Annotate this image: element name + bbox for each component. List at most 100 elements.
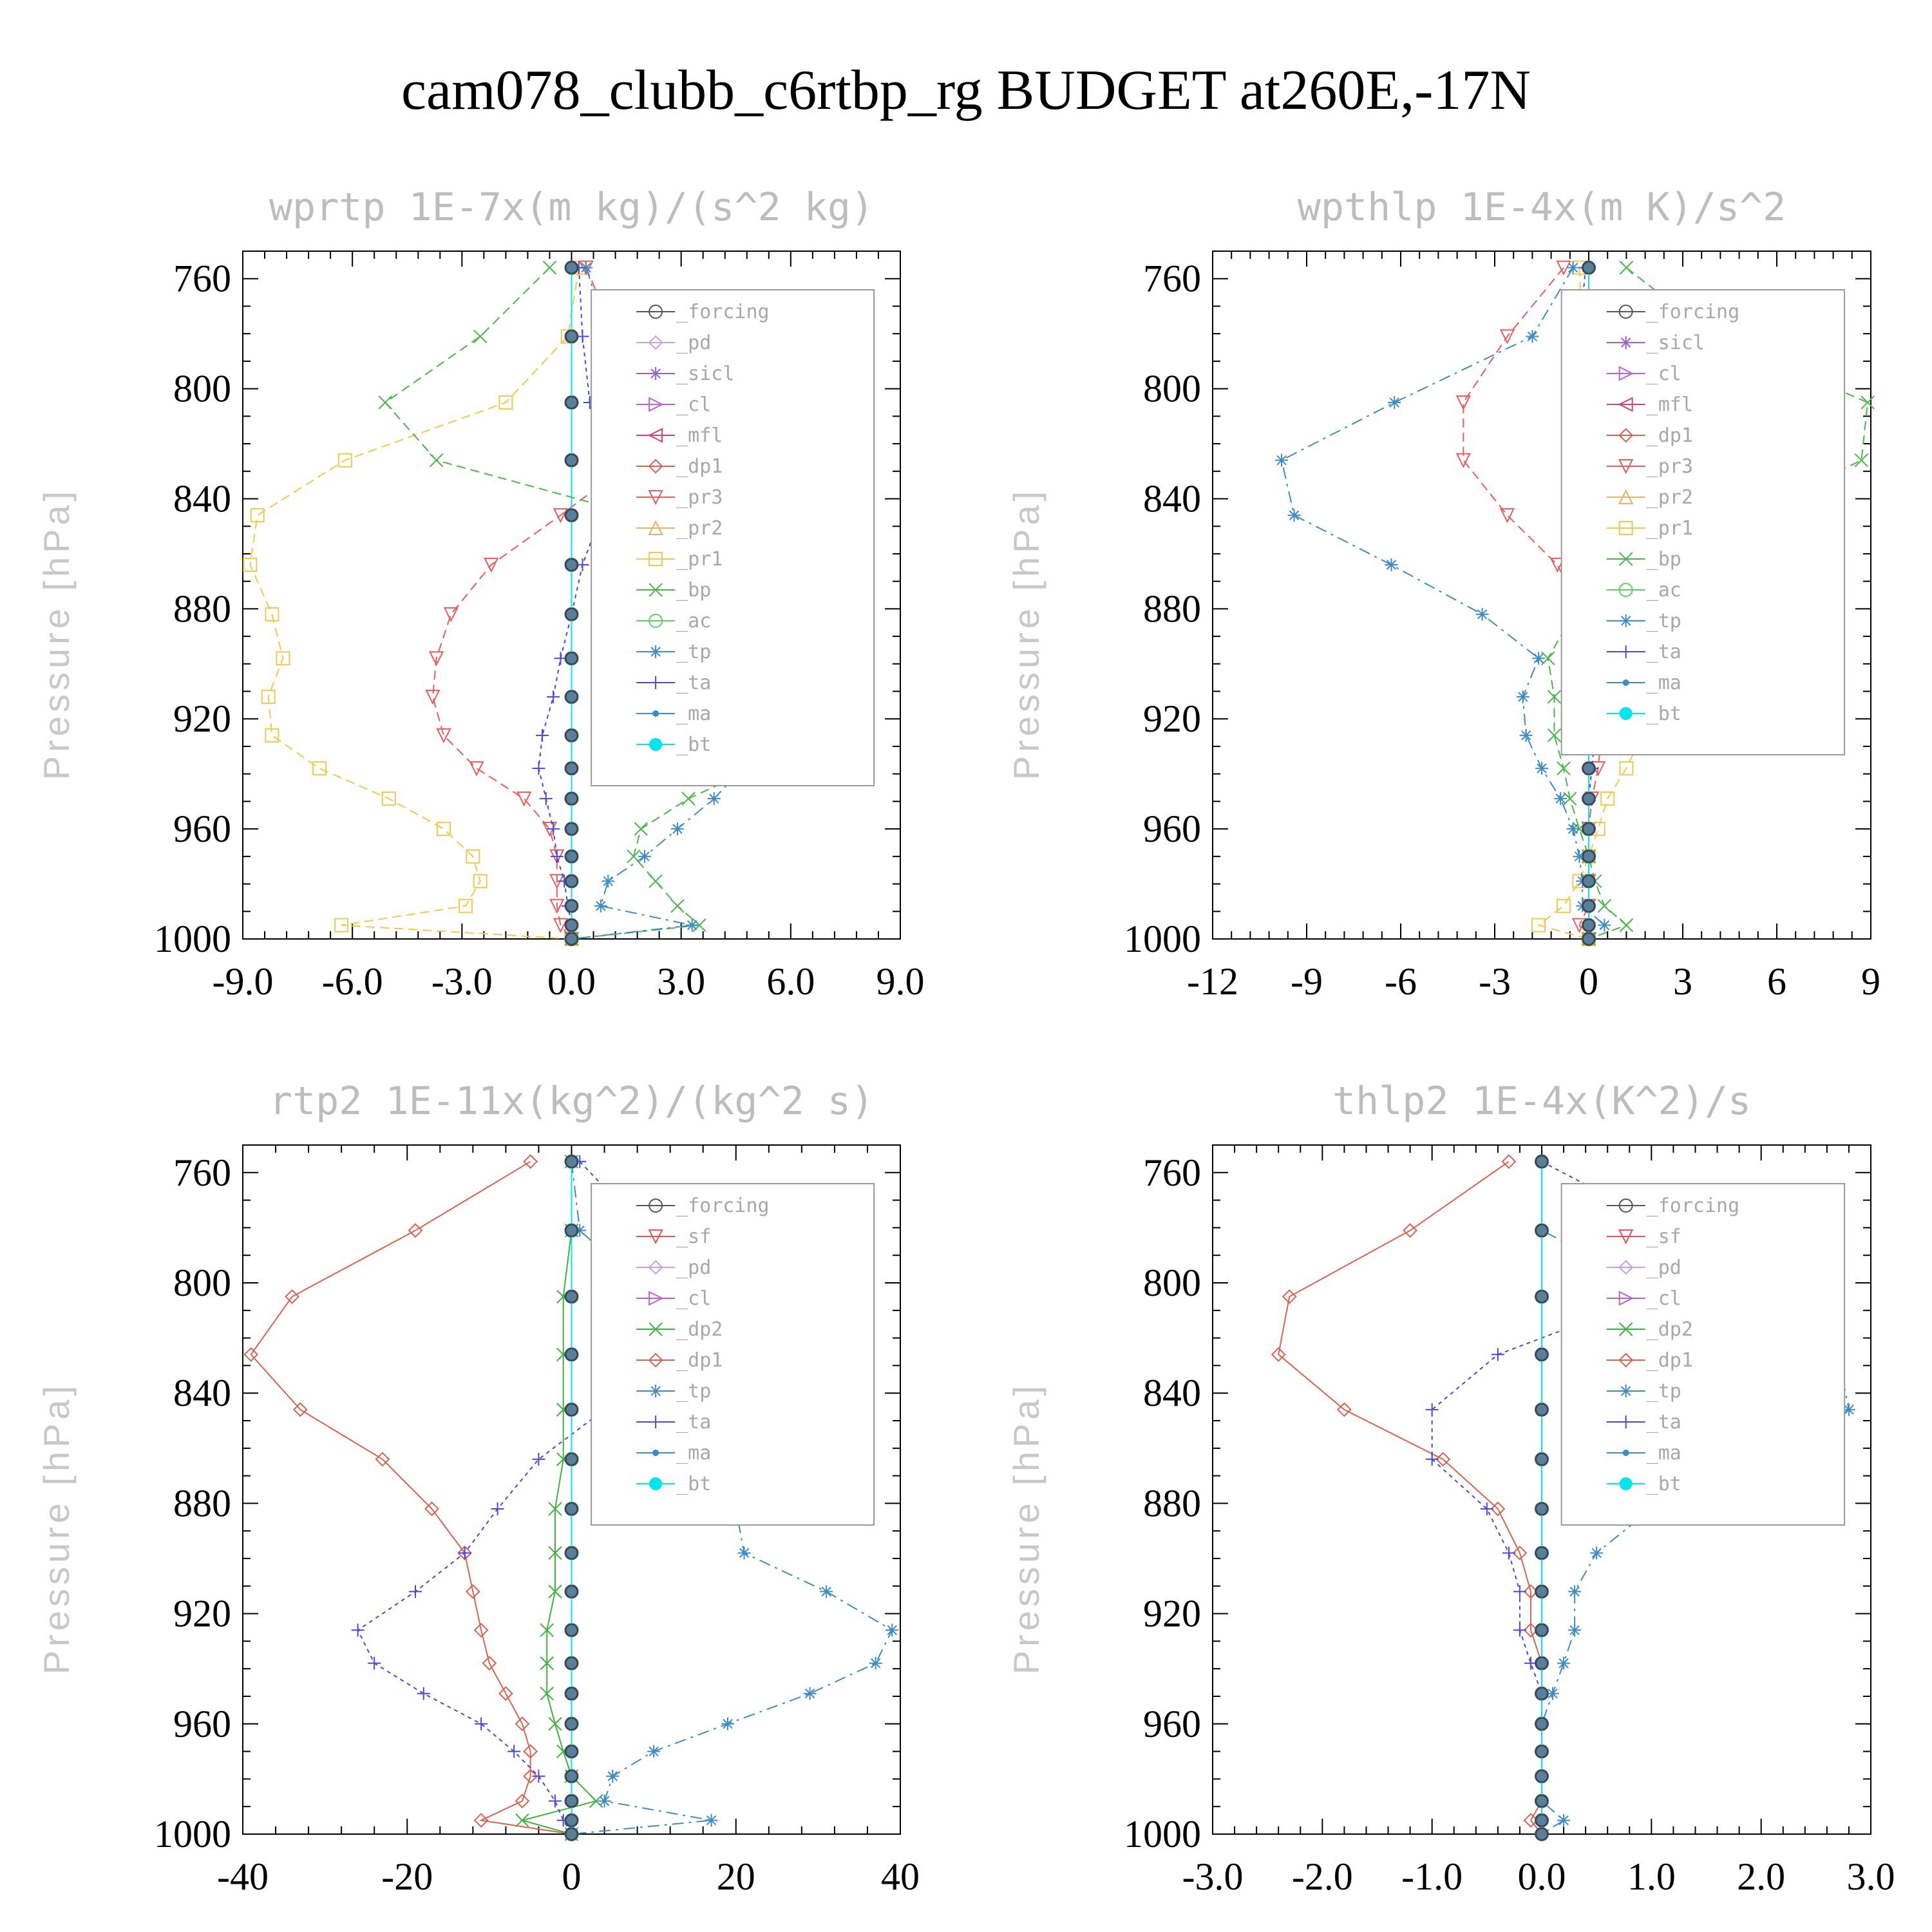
data-point [1557,1656,1571,1670]
zero-point [565,1656,578,1670]
zero-point [565,849,578,863]
series-bt [565,1155,578,1841]
data-point [1435,1452,1451,1467]
series-pr1 [243,260,586,946]
data-point [368,1656,381,1670]
data-point [515,1813,529,1828]
legend-marker [652,710,659,717]
x-tick-label: -20 [381,1855,433,1898]
panel-title: rtp2 1E-11x(kg^2)/(kg^2 s) [269,1079,874,1124]
legend-marker [648,490,663,506]
data-point [705,1814,718,1827]
data-point [458,1546,471,1560]
data-point [243,558,258,573]
zero-point [1535,1717,1548,1730]
data-point [1557,761,1571,775]
zero-point [565,1745,578,1758]
legend-marker [649,1198,663,1213]
x-tick-label: 9.0 [876,960,925,1003]
zero-point [1582,849,1595,863]
legend-label: _pd [676,332,711,354]
legend-label: _sf [1647,1226,1681,1248]
data-point [1513,1624,1526,1637]
y-tick-label: 760 [1143,1151,1201,1194]
legend-marker [1618,1352,1634,1368]
legend-marker [1619,645,1633,658]
zero-point [1535,1687,1548,1700]
legend-label: _forcing [676,301,770,323]
y-tick-label: 1000 [154,1813,231,1855]
zero-point [565,1502,578,1515]
zero-point [1535,1546,1548,1560]
y-tick-label: 920 [173,697,231,740]
zero-point [565,918,578,932]
data-point [1275,453,1289,467]
y-tick-label: 920 [1143,697,1201,740]
zero-point [1535,1348,1548,1361]
data-point [1563,791,1577,806]
data-point [803,1687,817,1700]
zero-point [1582,899,1595,913]
y-tick-label: 880 [1143,587,1201,630]
legend-label: _dp2 [1647,1318,1693,1341]
series-line [1278,1160,1542,1835]
panel-title: wpthlp 1E-4x(m K)/s^2 [1298,185,1786,230]
legend-marker [1619,1385,1633,1397]
legend-box [591,1183,875,1526]
data-point [408,1223,423,1238]
data-point [1600,791,1615,806]
series-line [520,1161,598,1835]
y-axis-label: Pressure [hPa] [1006,488,1046,780]
data-point [473,329,488,344]
zero-point [565,1794,578,1808]
legend-label: _ac [1647,579,1681,601]
data-point [381,791,396,806]
legend-marker [1622,1450,1629,1456]
legend-label: _bt [676,734,711,756]
legend-label: _ma [1647,1442,1681,1464]
legend-marker [649,367,663,380]
data-point [1502,1546,1515,1560]
data-point [1541,651,1555,665]
legend-label: _ma [1647,672,1681,694]
data-point [515,1794,530,1809]
data-point [1842,1403,1855,1416]
zero-point [565,1814,578,1827]
data-point [539,792,553,806]
legend-label: _bp [676,579,711,601]
data-point [1516,690,1530,704]
chart-panel-1: wprtp 1E-7x(m kg)/(s^2 kg) Pressure [hPa]… [36,185,925,1003]
y-tick-label: 800 [1143,368,1201,410]
x-tick-label: -12 [1187,960,1238,1003]
zero-point [565,1155,578,1168]
data-point [1557,1814,1571,1827]
data-point [647,1745,661,1758]
legend-box [1560,289,1846,755]
data-point [606,1770,620,1783]
x-tick-label: 0 [1579,960,1598,1003]
data-point [473,1622,489,1638]
zero-point [565,728,578,742]
legend-marker [1618,1322,1633,1336]
x-tick-label: -3 [1479,960,1511,1003]
y-tick-label: 760 [1143,258,1201,300]
data-point [1535,762,1548,775]
data-point [886,1624,899,1637]
zero-point [565,558,578,572]
zero-point [565,330,578,343]
data-point [491,1502,504,1515]
zero-point [1582,792,1595,806]
y-tick-label: 840 [173,477,231,520]
legend-label: _forcing [1647,1195,1740,1217]
legend-marker [1618,552,1633,566]
data-point [429,651,444,667]
y-tick-label: 800 [1143,1262,1201,1304]
panel-title: thlp2 1E-4x(K^2)/s [1332,1079,1751,1124]
legend-label: _ma [676,703,711,725]
data-point [261,690,276,705]
legend-label: _bp [1647,548,1681,571]
data-point [1501,1154,1517,1170]
zero-point [565,509,578,522]
x-tick-label: 0.0 [1518,1855,1566,1898]
data-point [312,761,327,776]
